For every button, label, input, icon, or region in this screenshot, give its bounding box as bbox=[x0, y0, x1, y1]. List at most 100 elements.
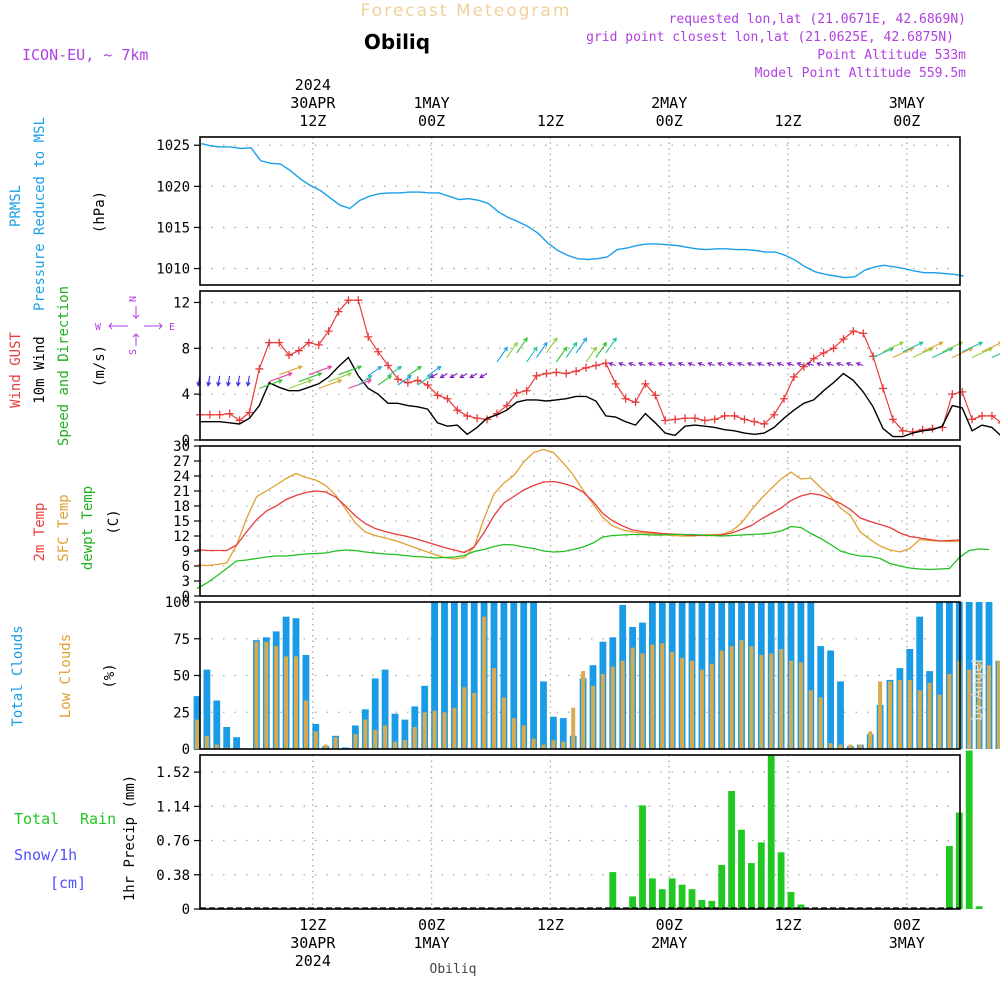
pressure-label: Pressure Reduced to MSL bbox=[32, 117, 48, 311]
wind-direction-arrow bbox=[845, 361, 854, 367]
low-cloud-bar bbox=[680, 657, 685, 749]
gust-marker bbox=[502, 401, 511, 410]
rain-bar bbox=[777, 852, 785, 909]
gust-marker bbox=[403, 378, 412, 387]
point-altitude: Point Altitude 533m bbox=[817, 48, 966, 63]
low-cloud-bar bbox=[779, 649, 784, 749]
total-cloud-bar bbox=[460, 602, 468, 749]
wind-direction-arrow bbox=[825, 361, 834, 367]
low-cloud-bar bbox=[699, 669, 704, 749]
rain-bar bbox=[748, 863, 755, 909]
top-axis-label: 12Z bbox=[774, 112, 801, 130]
panel-bg bbox=[200, 137, 960, 285]
top-axis-label: 1MAY bbox=[414, 94, 450, 112]
gust-marker bbox=[601, 359, 610, 368]
wind-direction-arrow bbox=[526, 346, 538, 363]
low-cloud-bar bbox=[274, 646, 279, 749]
wind-direction-arrow bbox=[226, 375, 231, 387]
watermark: by Angel bbox=[970, 659, 986, 720]
total-cloud-bar bbox=[203, 669, 211, 749]
compass-s: S bbox=[128, 349, 139, 355]
low-cloud-bar bbox=[878, 681, 883, 749]
gust-marker bbox=[354, 296, 363, 305]
y-tick-label: 1.14 bbox=[156, 799, 190, 815]
wind-direction-arrow bbox=[717, 361, 725, 367]
y-tick-label: 8 bbox=[182, 341, 190, 357]
top-axis-label: 12Z bbox=[299, 112, 326, 130]
gust-marker bbox=[710, 415, 719, 424]
low-cloud-bar bbox=[868, 731, 873, 749]
wind-direction-arrow bbox=[338, 365, 363, 376]
low-cloud-bar bbox=[561, 741, 566, 749]
low-cloud-bar bbox=[373, 729, 378, 749]
low-cloud-bar bbox=[977, 660, 982, 749]
y-tick-label: 0 bbox=[182, 433, 190, 449]
total-cloud-bar bbox=[233, 737, 240, 749]
total-cloud-bar bbox=[381, 669, 389, 749]
gust-marker bbox=[285, 351, 294, 360]
low-cloud-bar bbox=[195, 719, 199, 749]
gust-marker bbox=[393, 375, 402, 384]
y-tick-label: 100 bbox=[165, 595, 190, 611]
gust-marker bbox=[819, 348, 828, 357]
low-cloud-bar bbox=[640, 653, 645, 749]
low-cloud-bar bbox=[393, 741, 397, 749]
wind-direction-arrow bbox=[595, 341, 607, 358]
total-cloud-bar bbox=[837, 681, 844, 749]
location-title: Obiliq bbox=[364, 30, 430, 54]
wind-direction-arrow bbox=[776, 361, 785, 367]
gust-marker bbox=[879, 384, 888, 393]
panel-border bbox=[199, 754, 961, 910]
gust-marker bbox=[809, 354, 818, 363]
low-cloud-bar bbox=[492, 668, 496, 749]
low-cloud-bar bbox=[541, 744, 546, 749]
wind-direction-arrow bbox=[216, 375, 221, 387]
top-axis-label: 00Z bbox=[418, 112, 445, 130]
wind-direction-arrow bbox=[496, 346, 508, 363]
low-cloud-bar bbox=[620, 660, 625, 749]
wind-panel: 0 4 8 12 bbox=[173, 290, 1000, 449]
snow-label: Snow/1h bbox=[14, 846, 77, 864]
gust-marker bbox=[839, 335, 848, 344]
wind-direction-arrow bbox=[206, 375, 212, 387]
pressure-line bbox=[201, 142, 964, 279]
panel-side-labels: PRMSL Pressure Reduced to MSL (hPa) Wind GU… bbox=[8, 117, 175, 901]
dewpoint-line bbox=[196, 525, 990, 590]
gust-marker bbox=[968, 415, 977, 424]
low-cloud-bar bbox=[967, 669, 972, 749]
gust-marker bbox=[770, 410, 779, 419]
model-altitude: Model Point Altitude 559.5m bbox=[755, 66, 966, 81]
wind-direction-arrow bbox=[259, 379, 283, 389]
wind-direction-arrow bbox=[427, 365, 442, 377]
y-tick-label: 15 bbox=[173, 514, 190, 530]
wind-direction-arrow bbox=[922, 341, 944, 353]
total-cloud-bar bbox=[441, 602, 448, 749]
rain-bar bbox=[698, 900, 706, 909]
gust-marker bbox=[522, 386, 531, 395]
gust-marker bbox=[265, 338, 274, 347]
gust-marker bbox=[473, 414, 482, 423]
low-cloud-bar bbox=[690, 660, 694, 749]
wind-direction-arrow bbox=[459, 373, 468, 379]
gust-marker bbox=[681, 414, 690, 423]
total-cloud-bar bbox=[510, 602, 518, 749]
top-axis-label: 00Z bbox=[656, 112, 683, 130]
total-cloud-bar bbox=[936, 602, 943, 749]
low-cloud-bar bbox=[571, 707, 576, 749]
y-tick-label: 12 bbox=[173, 295, 190, 311]
wind-direction-arrow bbox=[235, 375, 241, 387]
wind-direction-arrow bbox=[697, 361, 705, 367]
low-cloud-bar bbox=[670, 652, 675, 749]
y-tick-label: 0.76 bbox=[156, 834, 190, 850]
rain-bar bbox=[767, 755, 775, 909]
gust-marker bbox=[651, 391, 660, 400]
gust-marker bbox=[799, 362, 808, 371]
gust-marker bbox=[918, 425, 927, 434]
y-tick-label: 27 bbox=[173, 454, 190, 470]
bottom-axis-label: 1MAY bbox=[414, 934, 450, 952]
requested-coords: requested lon,lat (21.0671E, 42.6869N) bbox=[669, 12, 966, 27]
wind-dir-label: Speed and Direction bbox=[56, 286, 72, 446]
low-cloud-bar bbox=[333, 737, 338, 749]
